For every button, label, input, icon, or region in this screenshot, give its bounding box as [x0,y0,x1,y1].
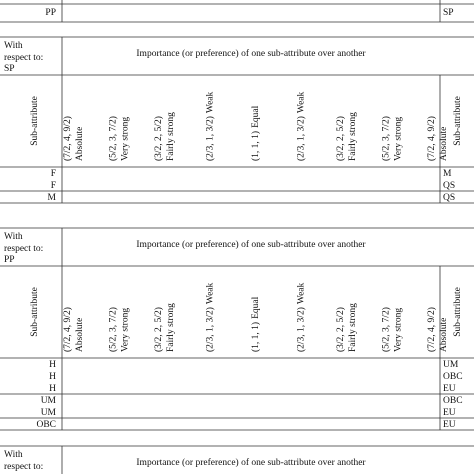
respect-label: respect to: [4,462,43,472]
scale-tfn: (2/3, 1, 3/2) [205,116,216,161]
scale-tfn: (1, 1, 1) [250,131,261,161]
scale-label: Fairly strong [166,303,176,352]
row-right: UM [443,360,459,370]
scale-label: Equal [251,105,261,128]
scale-tfn: (5/2, 3, 7/2) [108,307,119,352]
row-right: EU [443,420,456,430]
row-left: M [48,193,57,203]
scale-label: Very strong [394,117,404,161]
row-right: M [443,169,452,179]
row-left: UM [41,396,57,406]
scale-tfn: (5/2, 3, 7/2) [108,116,119,161]
row-left: H [49,372,56,382]
header: Importance (or preference) of one sub-at… [136,457,366,468]
scale-tfn: (7/2, 4, 9/2) [426,116,437,161]
row-left: OBC [36,420,56,430]
scale-label: Fairly strong [348,303,358,352]
scale-item: (2/3, 1, 3/2) Weak [205,92,216,161]
scale-tfn: (5/2, 3, 7/2) [381,307,392,352]
respect-value: PP [4,255,15,265]
sub-attribute-label: Sub-attribute [453,96,463,146]
scale-label: Absolute [439,318,449,352]
scale-tfn: (2/3, 1, 3/2) [296,307,307,352]
respect-label: With [4,41,23,51]
scale-tfn: (2/3, 1, 3/2) [296,116,307,161]
respect-label: respect to: [4,53,43,63]
respect-label: respect to: [4,244,43,254]
row-left: F [51,169,56,179]
scale-tfn: (7/2, 4, 9/2) [426,307,437,352]
sub-attribute-label: Sub-attribute [453,287,463,337]
scale-tfn: (7/2, 4, 9/2) [62,116,73,161]
respect-label: With [4,450,23,460]
cell-right: SP [443,8,454,18]
scale-label: Equal [251,296,261,319]
row-right: QS [443,193,455,203]
scale-tfn: (2/3, 1, 3/2) [205,307,216,352]
respect-value: SP [4,64,15,74]
scale-tfn: (3/2, 2, 5/2) [335,116,346,161]
scale-label: Weak [206,283,216,305]
header: Importance (or preference) of one sub-at… [136,239,366,250]
row-right: EU [443,408,456,418]
cell-left: PP [45,8,56,18]
respect-label: With [4,232,23,242]
scale-tfn: (3/2, 2, 5/2) [153,307,164,352]
scale-label: Weak [297,283,307,305]
row-right: EU [443,384,456,394]
row-right: OBC [443,396,463,406]
scale-label: Absolute [75,318,85,352]
scale-label: Absolute [75,127,85,161]
scale-item: (1, 1, 1) Equal [250,296,261,352]
scale-item: (2/3, 1, 3/2) Weak [296,92,307,161]
scale-tfn: (3/2, 2, 5/2) [153,116,164,161]
header: Importance (or preference) of one sub-at… [136,48,366,59]
scale-label: Fairly strong [348,112,358,161]
scale-tfn: (1, 1, 1) [250,322,261,352]
row-right: QS [443,181,455,191]
scale-label: Weak [297,92,307,114]
row-left: H [49,360,56,370]
scale-label: Very strong [121,117,131,161]
scale-label: Weak [206,92,216,114]
scale-item: (1, 1, 1) Equal [250,105,261,161]
row-left: H [49,384,56,394]
scale-item: (2/3, 1, 3/2) Weak [205,283,216,352]
row-right: OBC [443,372,463,382]
scale-tfn: (3/2, 2, 5/2) [335,307,346,352]
scale-tfn: (5/2, 3, 7/2) [381,116,392,161]
scale-label: Very strong [394,308,404,352]
row-left: UM [41,408,57,418]
scale-label: Fairly strong [166,112,176,161]
scale-item: (2/3, 1, 3/2) Weak [296,283,307,352]
scale-tfn: (7/2, 4, 9/2) [62,307,73,352]
scale-label: Very strong [121,308,131,352]
scale-label: Absolute [439,127,449,161]
sub-attribute-label: Sub-attribute [30,96,40,146]
sub-attribute-label: Sub-attribute [30,287,40,337]
row-left: F [51,181,56,191]
